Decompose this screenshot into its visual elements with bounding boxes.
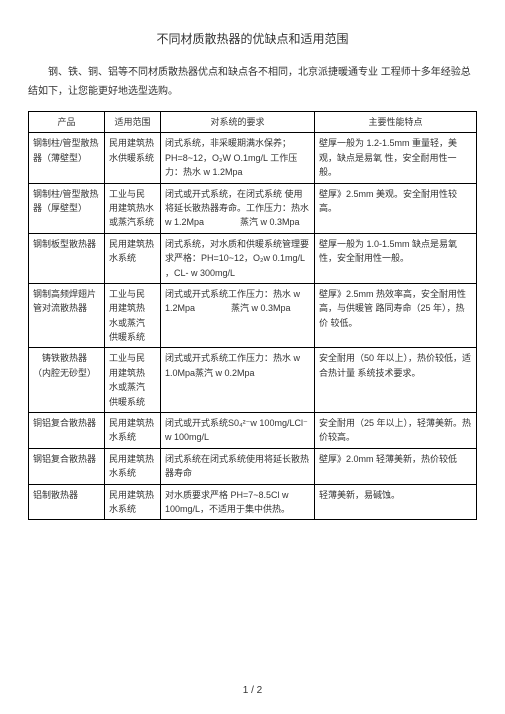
- cell-feature: 壁厚一般为 1.2-1.5mm 重量轻，美观，缺点是易氧 性，安全耐用性一般。: [315, 133, 477, 183]
- cell-product: 钢制柱/管型散热器（薄壁型）: [29, 133, 105, 183]
- cell-scope: 民用建筑热水系统: [105, 233, 161, 283]
- table-row: 钢制板型散热器 民用建筑热水系统 闭式系统，对水质和供暖系统管理要求严格：PH=…: [29, 233, 477, 283]
- cell-scope: 民用建筑热水系统: [105, 448, 161, 484]
- page-footer: 1 / 2: [0, 685, 505, 696]
- page-title: 不同材质散热器的优缺点和适用范围: [28, 30, 477, 47]
- cell-product: 钢制柱/管型散热器（厚壁型）: [29, 183, 105, 233]
- cell-feature: 壁厚》2.5mm 热效率高，安全耐用性高，与供暖管 路同寿命（25 年），热价 …: [315, 283, 477, 348]
- cell-product: 铜铝复合散热器: [29, 413, 105, 449]
- header-system: 对系统的要求: [161, 112, 315, 133]
- radiator-table: 产品 适用范围 对系统的要求 主要性能特点 钢制柱/管型散热器（薄壁型） 民用建…: [28, 111, 477, 520]
- table-row: 钢制柱/管型散热器（薄壁型） 民用建筑热水供暖系统 闭式系统，非采暖期满水保养；…: [29, 133, 477, 183]
- cell-feature: 壁厚一般为 1.0-1.5mm 缺点是易氧 性，安全耐用性一般。: [315, 233, 477, 283]
- cell-scope: 民用建筑热水系统: [105, 413, 161, 449]
- cell-product: 铸铁散热器 （内腔无砂型）: [29, 348, 105, 413]
- cell-product: 钢制板型散热器: [29, 233, 105, 283]
- table-row: 钢制高频焊翅片管对流散热器 工业与民 用建筑热 水或蒸汽 供暖系统 闭式或开式系…: [29, 283, 477, 348]
- table-row: 钢制柱/管型散热器（厚壁型） 工业与民 用建筑热水或蒸汽系统 闭式或开式系统，在…: [29, 183, 477, 233]
- table-row: 铜铝复合散热器 民用建筑热水系统 闭式或开式系统S0₄²⁻w 100mg/LCl…: [29, 413, 477, 449]
- cell-system: 闭式系统，对水质和供暖系统管理要求严格：PH=10~12，O₂w 0.1mg/L…: [161, 233, 315, 283]
- cell-feature: 安全耐用（25 年以上），轻薄美新。热价较高。: [315, 413, 477, 449]
- cell-scope: 民用建筑热水供暖系统: [105, 133, 161, 183]
- cell-feature: 壁厚》2.0mm 轻薄美新，热价较低: [315, 448, 477, 484]
- intro-paragraph: 钢、铁、铜、铝等不同材质散热器优点和缺点各不相同，北京派捷暖通专业 工程师十多年…: [28, 63, 477, 101]
- cell-feature: 轻薄美新，易碱蚀。: [315, 484, 477, 520]
- cell-product: 铝制散热器: [29, 484, 105, 520]
- cell-scope: 工业与民 用建筑热水或蒸汽系统: [105, 183, 161, 233]
- cell-feature: 壁厚》2.5mm 美观。安全耐用性较高。: [315, 183, 477, 233]
- header-product: 产品: [29, 112, 105, 133]
- cell-feature: 安全耐用（50 年以上），热价较低，适合热计量 系统技术要求。: [315, 348, 477, 413]
- cell-system: 闭式或开式系统工作压力：热水 w 1.0Mpa蒸汽 w 0.2Mpa: [161, 348, 315, 413]
- header-scope: 适用范围: [105, 112, 161, 133]
- cell-system: 闭式或开式系统工作压力：热水 w 1.2Mpa 蒸汽 w 0.3Mpa: [161, 283, 315, 348]
- cell-system: 闭式或开式系统，在闭式系统 使用将延长散热器寿命。工作压力：热水 w 1.2Mp…: [161, 183, 315, 233]
- cell-system: 闭式系统，非采暖期满水保养；PH=8~12，O₂W O.1mg/L 工作压力：热…: [161, 133, 315, 183]
- cell-system: 闭式系统在闭式系统使用将延长散热 器寿命: [161, 448, 315, 484]
- cell-scope: 工业与民 用建筑热 水或蒸汽 供暖系统: [105, 283, 161, 348]
- table-row: 铸铁散热器 （内腔无砂型） 工业与民 用建筑热 水或蒸汽 供暖系统 闭式或开式系…: [29, 348, 477, 413]
- cell-system: 闭式或开式系统S0₄²⁻w 100mg/LCl⁻ w 100mg/L: [161, 413, 315, 449]
- cell-system: 对水质要求严格 PH=7~8.5Cl w 100mg/L，不适用于集中供热。: [161, 484, 315, 520]
- table-row: 铝制散热器 民用建筑热水系统 对水质要求严格 PH=7~8.5Cl w 100m…: [29, 484, 477, 520]
- cell-product: 钢铝复合散热器: [29, 448, 105, 484]
- header-feature: 主要性能特点: [315, 112, 477, 133]
- cell-scope: 民用建筑热水系统: [105, 484, 161, 520]
- table-row: 钢铝复合散热器 民用建筑热水系统 闭式系统在闭式系统使用将延长散热 器寿命 壁厚…: [29, 448, 477, 484]
- table-header-row: 产品 适用范围 对系统的要求 主要性能特点: [29, 112, 477, 133]
- cell-product: 钢制高频焊翅片管对流散热器: [29, 283, 105, 348]
- cell-scope: 工业与民 用建筑热 水或蒸汽 供暖系统: [105, 348, 161, 413]
